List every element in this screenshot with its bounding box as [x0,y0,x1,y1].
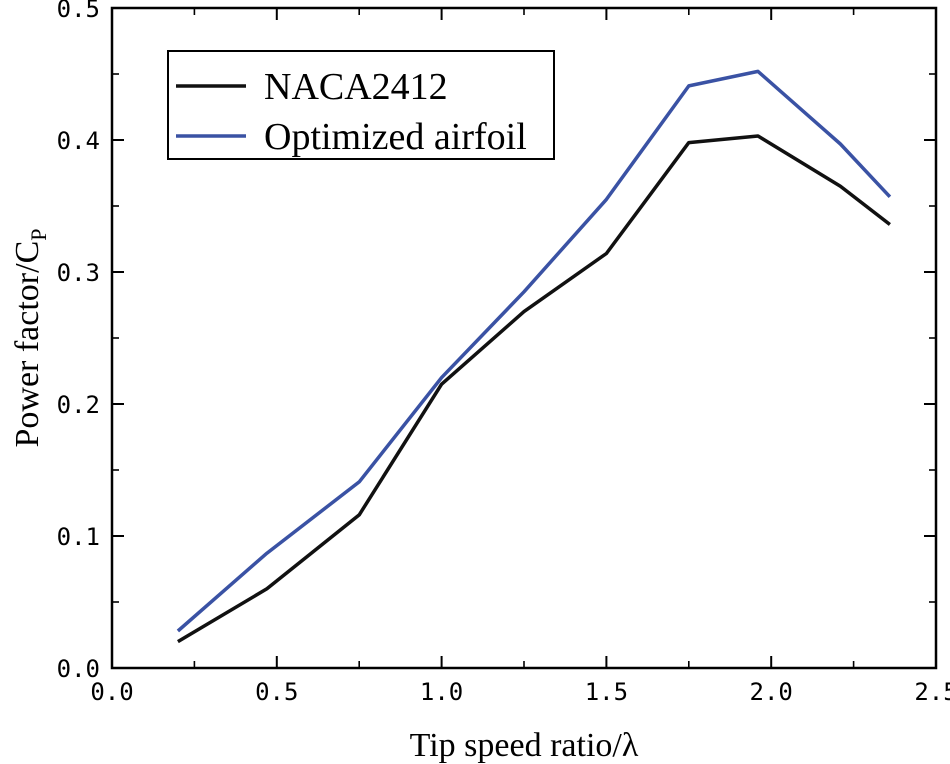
y-axis-label: Power factor/CP [9,228,51,447]
x-tick-label: 2.5 [914,678,950,706]
series-line-naca2412 [177,134,891,644]
plot-frame [110,6,938,670]
y-tick-label: 0.4 [57,127,100,155]
y-tick-label: 0.1 [57,523,100,551]
legend: NACA2412 Optimized airfoil [167,50,555,160]
y-tick-label: 0.5 [57,0,100,23]
y-tick-label: 0.3 [57,259,100,287]
y-tick-label: 0.2 [57,391,100,419]
legend-box [167,50,555,160]
series-lines [176,69,892,644]
x-tick-label: 1.5 [585,678,628,706]
series-line-optimized-airfoil [176,69,892,633]
tick-labels: 0.0 0.5 1.0 1.5 2.0 2.5 0.0 0.1 0.2 0.3 0.4 0.5 [57,0,950,706]
x-tick-label: 1.0 [420,678,463,706]
y-axis-label-subscript: P [26,228,51,240]
legend-label-naca2412: NACA2412 [264,66,448,108]
x-tick-label: 0.0 [90,678,133,706]
x-tick-label: 0.5 [255,678,298,706]
y-tick-label: 0.0 [57,655,100,683]
x-tick-label: 2.0 [750,678,793,706]
x-axis-label: Tip speed ratio/λ [410,727,639,764]
y-axis-label-main: Power factor/C [9,241,46,448]
legend-label-optimized-airfoil: Optimized airfoil [264,116,527,158]
